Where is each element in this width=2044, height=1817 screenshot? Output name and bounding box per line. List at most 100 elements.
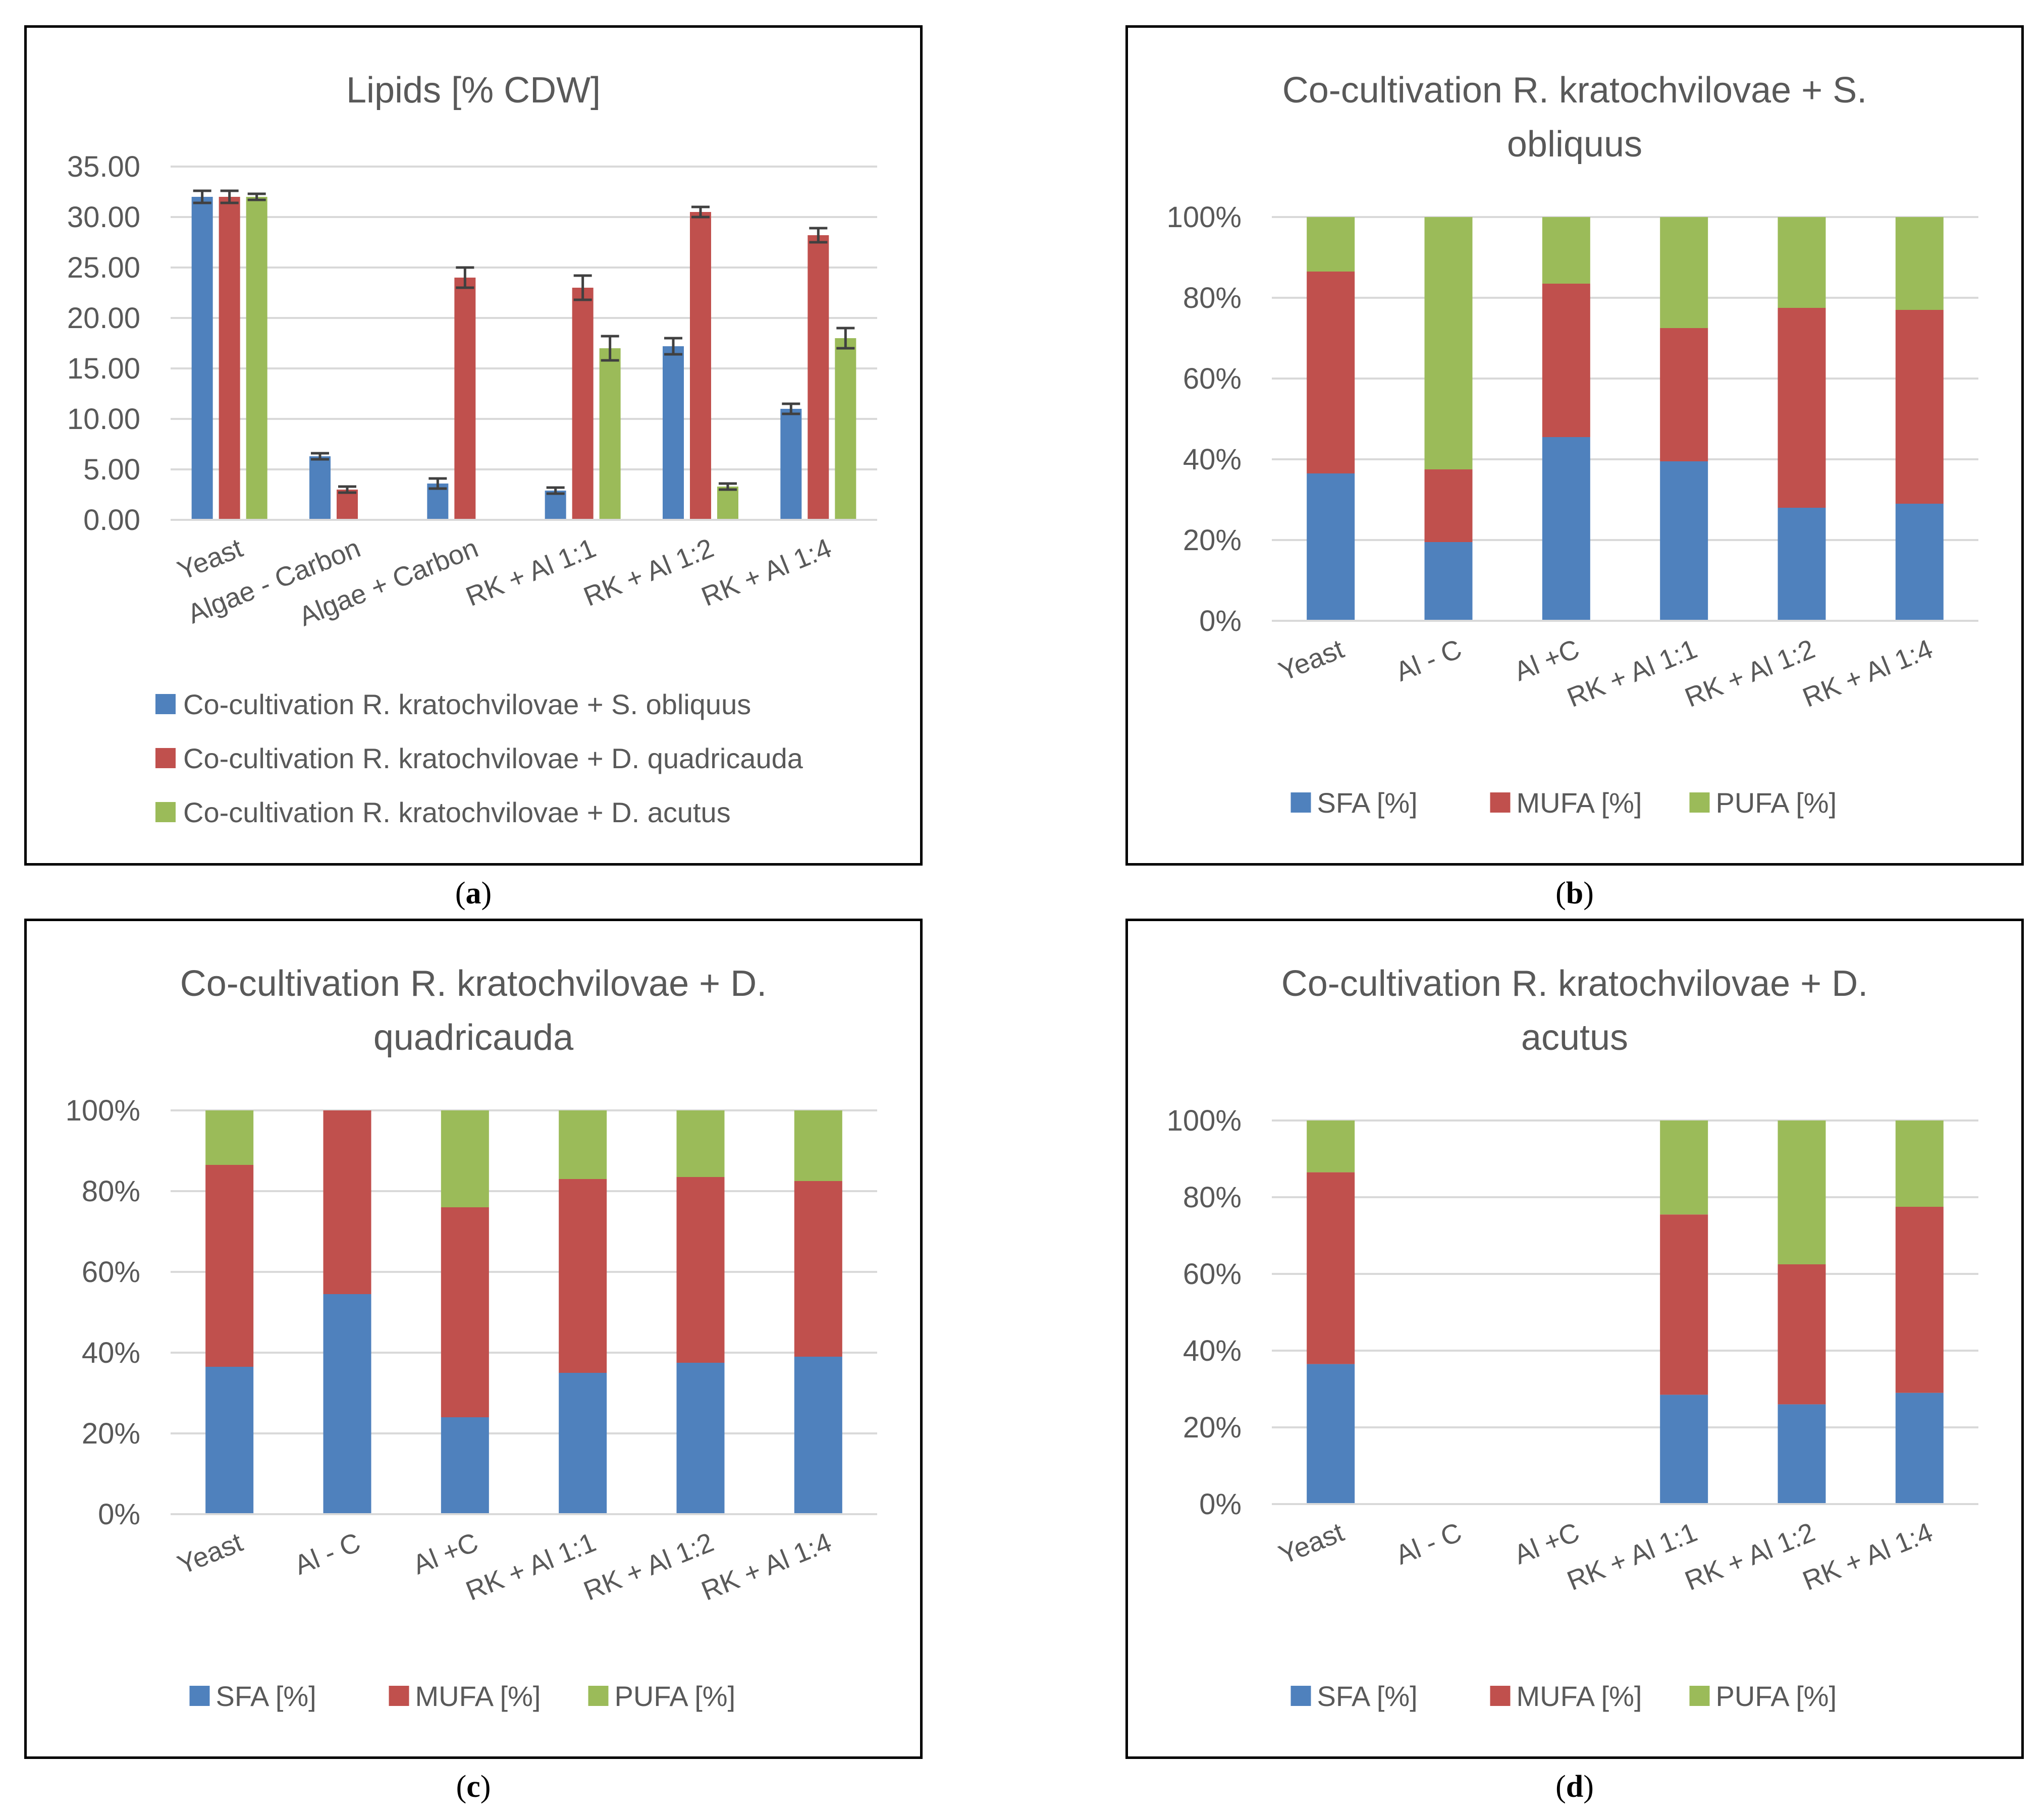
chart-a-bar-series-0	[309, 456, 331, 520]
chart-c-bar-pufa	[441, 1110, 489, 1207]
caption-b-label: b	[1566, 876, 1584, 911]
chart-b-bar-sfa	[1307, 473, 1355, 621]
chart-c-x-tick: Al +C	[409, 1527, 482, 1580]
chart-d-y-tick: 0%	[1199, 1488, 1242, 1521]
caption-c: (c)	[456, 1770, 491, 1804]
chart-c-svg: Co-cultivation R. kratochvilovae + D. qua…	[66, 964, 877, 1712]
chart-d-svg: Co-cultivation R. kratochvilovae + D. acu…	[1167, 964, 1978, 1712]
chart-d-legend-label: MUFA [%]	[1517, 1680, 1642, 1712]
chart-a-bar-series-2	[717, 487, 738, 520]
chart-d-bar-sfa	[1307, 1364, 1355, 1504]
chart-d-title-line-0: Co-cultivation R. kratochvilovae + D.	[1281, 964, 1868, 1004]
chart-d-x-tick: RK + Al 1:4	[1798, 1517, 1937, 1596]
chart-d-y-tick: 60%	[1183, 1258, 1242, 1291]
chart-d-bar-mufa	[1307, 1172, 1355, 1364]
chart-d-bar-pufa	[1895, 1120, 1944, 1207]
chart-c-legend-swatch	[588, 1686, 609, 1706]
chart-b-bar-mufa	[1307, 272, 1355, 473]
chart-b-bar-sfa	[1424, 542, 1473, 621]
chart-c-bar-mufa	[205, 1165, 254, 1367]
chart-c-y-tick: 80%	[82, 1175, 140, 1208]
chart-b-bar-mufa	[1424, 469, 1473, 542]
chart-d-x-tick: Al +C	[1510, 1517, 1584, 1570]
chart-d-y-tick: 100%	[1167, 1104, 1242, 1137]
chart-a-y-tick: 35.00	[67, 150, 140, 183]
caption-c-label: c	[466, 1770, 480, 1804]
chart-a-x-tick: RK + Al 1:2	[579, 532, 718, 612]
chart-b-y-tick: 80%	[1183, 282, 1242, 314]
chart-a-bar-series-1	[337, 490, 358, 520]
chart-panel-d: Co-cultivation R. kratochvilovae + D. acu…	[1125, 919, 2024, 1759]
chart-c-legend-swatch	[189, 1686, 210, 1706]
chart-b-title-line-0: Co-cultivation R. kratochvilovae + S.	[1282, 70, 1867, 111]
chart-d-bar-pufa	[1307, 1120, 1355, 1172]
chart-b-y-tick: 60%	[1183, 362, 1242, 395]
chart-c-bar-pufa	[794, 1110, 842, 1181]
chart-c-bar-sfa	[676, 1363, 725, 1514]
chart-c-x-tick: RK + Al 1:2	[579, 1527, 718, 1606]
chart-b-x-tick: Al +C	[1510, 633, 1584, 687]
chart-b-bar-pufa	[1542, 217, 1590, 284]
chart-b-y-tick: 100%	[1167, 201, 1242, 234]
chart-b-bar-pufa	[1895, 217, 1944, 310]
chart-a-legend-swatch	[155, 694, 176, 714]
chart-c-bar-pufa	[559, 1110, 607, 1179]
chart-d-legend-label: SFA [%]	[1317, 1680, 1418, 1712]
chart-c-y-tick: 100%	[66, 1094, 140, 1127]
chart-d-x-tick: Yeast	[1274, 1517, 1348, 1570]
chart-d-y-tick: 20%	[1183, 1411, 1242, 1444]
chart-a-legend-label: Co-cultivation R. kratochvilovae + S. ob…	[183, 688, 751, 720]
chart-c-bar-mufa	[794, 1181, 842, 1357]
chart-b-bar-mufa	[1778, 308, 1826, 508]
chart-b-x-tick: RK + Al 1:2	[1681, 633, 1819, 713]
chart-panel-a: Lipids [% CDW] 0.00 5.00 10.00 15.00 20.00 25.…	[24, 25, 923, 866]
chart-b-bar-sfa	[1778, 508, 1826, 621]
chart-c-bar-mufa	[676, 1177, 725, 1363]
chart-b-bar-mufa	[1542, 284, 1590, 437]
chart-c-bar-mufa	[323, 1110, 371, 1294]
caption-a: (a)	[455, 876, 492, 911]
chart-b-bar-sfa	[1660, 461, 1708, 621]
chart-d-x-tick: RK + Al 1:2	[1681, 1517, 1819, 1596]
chart-b-bar-sfa	[1895, 504, 1944, 621]
caption-a-label: a	[465, 876, 481, 911]
chart-d-legend-swatch	[1290, 1686, 1311, 1706]
chart-a-y-tick: 10.00	[67, 403, 140, 436]
chart-b-legend-swatch	[1290, 792, 1311, 813]
chart-a-y-tick: 15.00	[67, 352, 140, 385]
chart-c-x-tick: Yeast	[173, 1527, 247, 1580]
chart-b-svg: Co-cultivation R. kratochvilovae + S. obl…	[1167, 70, 1978, 819]
chart-a-bar-series-1	[808, 235, 829, 520]
chart-b-legend-label: PUFA [%]	[1716, 787, 1837, 819]
chart-b-x-tick: Yeast	[1274, 633, 1348, 687]
chart-c-y-tick: 40%	[82, 1337, 140, 1369]
chart-b-bar-sfa	[1542, 437, 1590, 621]
chart-b-bar-pufa	[1778, 217, 1826, 308]
chart-d-bar-pufa	[1660, 1120, 1708, 1215]
chart-a-bar-series-0	[191, 197, 213, 520]
chart-a-bar-series-2	[246, 197, 267, 520]
chart-a-y-tick: 5.00	[83, 453, 140, 486]
chart-a-title: Lipids [% CDW]	[346, 70, 601, 111]
chart-panel-b: Co-cultivation R. kratochvilovae + S. obl…	[1125, 25, 2024, 866]
chart-a-legend-swatch	[155, 748, 176, 768]
chart-b-y-tick: 40%	[1183, 443, 1242, 476]
chart-d-bar-pufa	[1778, 1120, 1826, 1264]
chart-d-y-tick: 80%	[1183, 1181, 1242, 1214]
chart-a-x-tick: RK + Al 1:1	[462, 532, 600, 612]
chart-c-bar-sfa	[794, 1357, 842, 1514]
chart-c-y-tick: 0%	[98, 1498, 140, 1531]
chart-c-legend-label: MUFA [%]	[415, 1680, 541, 1712]
chart-a-bar-series-1	[219, 197, 240, 520]
chart-b-legend-swatch	[1689, 792, 1710, 813]
chart-b-legend-label: SFA [%]	[1317, 787, 1418, 819]
chart-c-x-tick: RK + Al 1:1	[462, 1527, 600, 1606]
chart-c-bar-pufa	[676, 1110, 725, 1177]
chart-a-bar-series-2	[599, 348, 621, 520]
chart-a-bar-series-0	[545, 491, 566, 520]
chart-b-x-tick: RK + Al 1:1	[1563, 633, 1701, 713]
chart-a-bar-series-0	[780, 409, 802, 520]
chart-c-bar-sfa	[323, 1294, 371, 1514]
chart-b-bar-pufa	[1660, 217, 1708, 328]
chart-b-legend-label: MUFA [%]	[1517, 787, 1642, 819]
